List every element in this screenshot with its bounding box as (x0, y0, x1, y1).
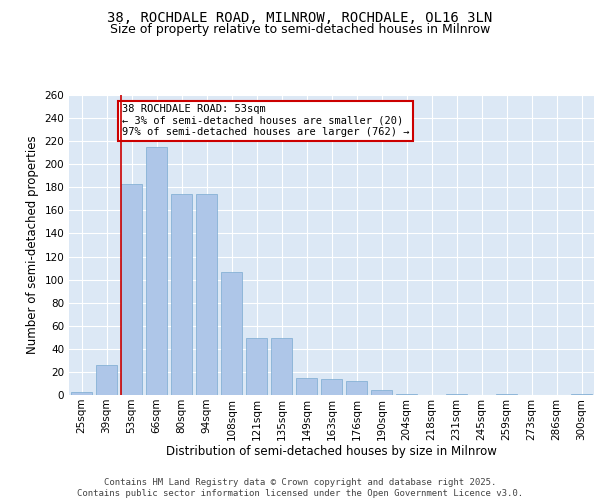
Bar (171, 194, 192, 395)
Y-axis label: Number of semi-detached properties: Number of semi-detached properties (26, 136, 39, 354)
Bar (146, 147, 167, 395)
Bar (571, 394, 592, 395)
Bar (371, 390, 392, 395)
Bar (196, 194, 217, 395)
Bar (321, 379, 342, 395)
Bar (296, 378, 317, 395)
Bar (96, 365, 117, 395)
X-axis label: Distribution of semi-detached houses by size in Milnrow: Distribution of semi-detached houses by … (166, 446, 497, 458)
Bar (221, 272, 242, 395)
Text: 38 ROCHDALE ROAD: 53sqm
← 3% of semi-detached houses are smaller (20)
97% of sem: 38 ROCHDALE ROAD: 53sqm ← 3% of semi-det… (122, 104, 409, 138)
Bar (271, 338, 292, 395)
Text: Size of property relative to semi-detached houses in Milnrow: Size of property relative to semi-detach… (110, 22, 490, 36)
Bar (346, 381, 367, 395)
Bar (496, 394, 517, 395)
Bar (121, 184, 142, 395)
Text: Contains HM Land Registry data © Crown copyright and database right 2025.
Contai: Contains HM Land Registry data © Crown c… (77, 478, 523, 498)
Bar (246, 338, 267, 395)
Bar (446, 394, 467, 395)
Text: 38, ROCHDALE ROAD, MILNROW, ROCHDALE, OL16 3LN: 38, ROCHDALE ROAD, MILNROW, ROCHDALE, OL… (107, 11, 493, 25)
Bar (71, 392, 92, 395)
Bar (396, 394, 417, 395)
